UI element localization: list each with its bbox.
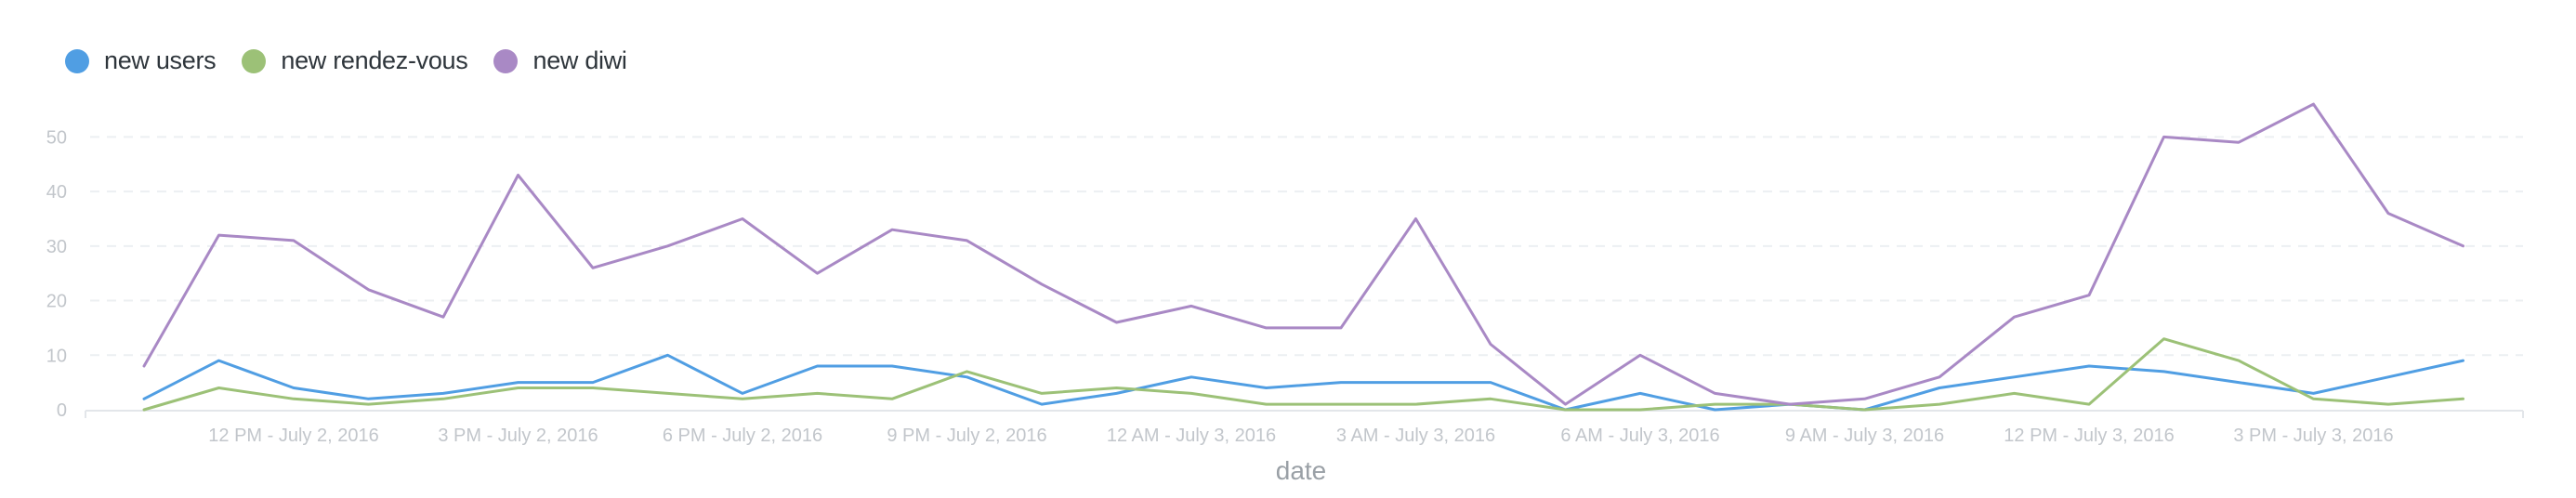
x-tick-label: 3 PM - July 3, 2016 [2233,426,2393,446]
x-axis: 12 PM - July 2, 2016 3 PM - July 2, 2016 6… [85,410,2524,446]
legend-item-new-rendez-vous[interactable]: new rendez-vous [242,46,468,75]
y-tick-label: 10 [46,346,67,366]
y-tick-label: 0 [57,400,67,421]
y-tick-label: 40 [46,182,67,203]
legend-label: new diwi [532,46,627,74]
legend-dot-icon [65,48,89,73]
legend-label: new rendez-vous [281,46,468,74]
y-tick-label: 30 [46,237,67,257]
x-tick-label: 9 AM - July 3, 2016 [1785,426,1944,446]
legend-item-new-users[interactable]: new users [65,46,217,75]
series-line-new-rendez-vous[interactable] [142,337,2464,412]
chart-legend: new users new rendez-vous new diwi [65,46,653,75]
series-line-new-users[interactable] [142,353,2464,412]
y-tick-label: 20 [46,292,67,312]
grid-lines [90,136,2523,357]
x-tick-label: 12 AM - July 3, 2016 [1107,426,1276,446]
x-axis-title: date [1276,456,1327,485]
x-tick-label: 6 AM - July 3, 2016 [1560,426,1719,446]
x-tick-label: 3 PM - July 2, 2016 [438,426,598,446]
x-tick-label: 9 PM - July 2, 2016 [887,426,1046,446]
legend-item-new-diwi[interactable]: new diwi [493,46,627,75]
legend-label: new users [104,46,217,74]
legend-dot-icon [493,48,519,73]
x-tick-label: 12 PM - July 3, 2016 [2004,426,2174,446]
y-tick-label: 50 [46,127,67,148]
series-line-new-diwi[interactable] [142,102,2464,406]
x-tick-label: 3 AM - July 3, 2016 [1336,426,1495,446]
x-tick-label: 6 PM - July 2, 2016 [663,426,822,446]
series-lines [142,102,2464,412]
x-tick-label: 12 PM - July 2, 2016 [208,426,378,446]
y-axis-ticks: 0 10 20 30 40 50 [46,127,67,421]
legend-dot-icon [242,48,267,73]
